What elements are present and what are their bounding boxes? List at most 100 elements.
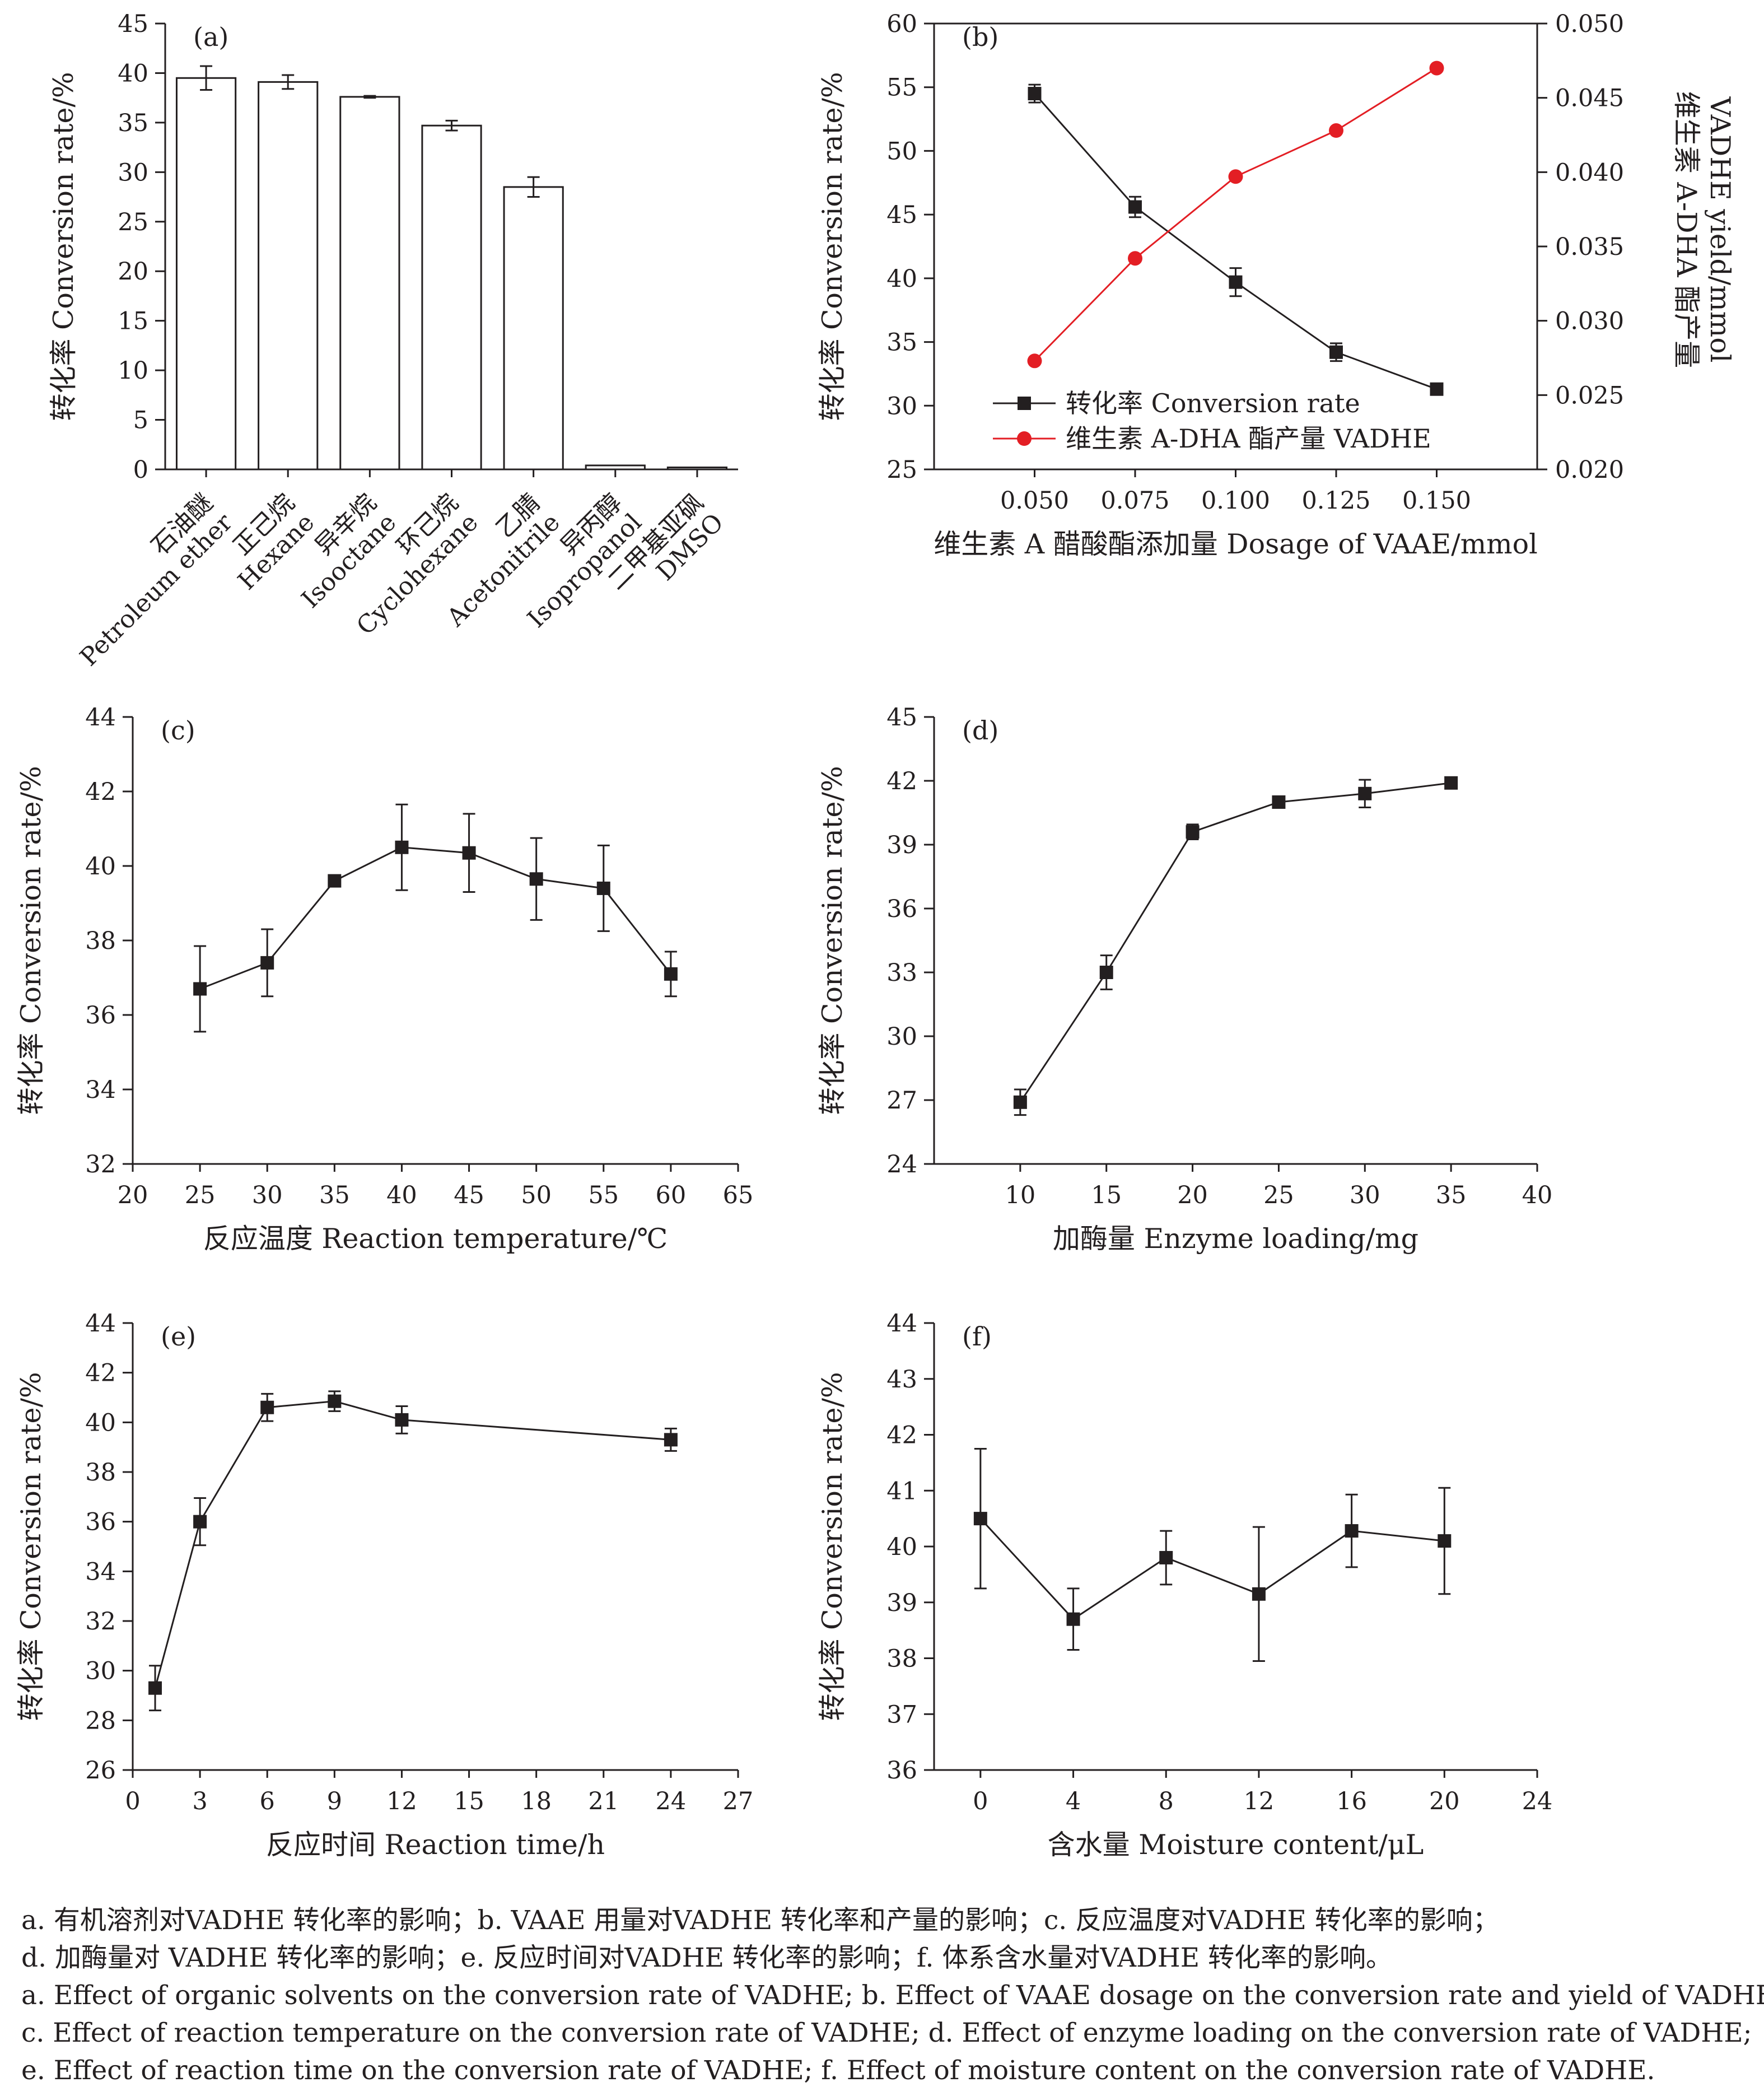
panel-f-ytick-label-left: 41 bbox=[886, 1477, 917, 1505]
panel-b-xtick-label: 0.125 bbox=[1301, 487, 1370, 515]
panel-a-ytick-label-left: 35 bbox=[118, 109, 148, 137]
panel-c-ylabel: 转化率 Conversion rate/% bbox=[15, 766, 47, 1115]
panel-b-ytick-label-left: 45 bbox=[886, 201, 917, 229]
panel-a-ytick-label-left: 0 bbox=[133, 456, 148, 484]
caption-line-3: a. Effect of organic solvents on the con… bbox=[21, 1980, 1764, 2011]
panel-c-xlabel: 反应温度 Reaction temperature/℃ bbox=[203, 1223, 668, 1255]
panel-c-point-square bbox=[596, 881, 610, 895]
panel-e-xtick-label: 21 bbox=[588, 1787, 619, 1815]
chart-f: 36 37 38 39 40 41 42 43 44 0 4 8 12 16 20 24 含水量 Moistur… bbox=[816, 1310, 1552, 1861]
panel-b-point-square bbox=[1229, 275, 1243, 289]
panel-b-xtick-label: 0.050 bbox=[1000, 487, 1069, 515]
panel-c-ytick-label-left: 38 bbox=[85, 927, 116, 955]
panel-e-point-square bbox=[260, 1400, 274, 1414]
panel-b-legend-label: 维生素 A-DHA 酯产量 VADHE bbox=[1066, 423, 1431, 454]
panel-e-point-square bbox=[328, 1394, 342, 1408]
panel-d-xtick-label: 35 bbox=[1436, 1181, 1467, 1209]
panel-b-ytick-label-right: 0.045 bbox=[1555, 85, 1624, 113]
panel-b-point-square bbox=[1329, 345, 1343, 359]
panel-f-point-square bbox=[1066, 1612, 1080, 1626]
panel-c-xtick-label: 50 bbox=[521, 1181, 552, 1209]
figure-caption: a. 有机溶剂对VADHE 转化率的影响；b. VAAE 用量对VADHE 转化… bbox=[21, 1902, 1764, 2089]
panel-d-ytick-label-left: 42 bbox=[886, 767, 917, 795]
panel-a-ytick-label-left: 40 bbox=[118, 59, 148, 87]
panel-b-ytick-label-right: 0.020 bbox=[1555, 456, 1624, 484]
panel-a-bar bbox=[585, 464, 646, 471]
panel-b-ytick-label-left: 25 bbox=[886, 456, 917, 484]
panel-f-ytick-label-left: 43 bbox=[886, 1366, 917, 1394]
panel-b-ytick-label-left: 30 bbox=[886, 392, 917, 420]
panel-f-xtick-label: 4 bbox=[1066, 1787, 1081, 1815]
panel-c-point-square bbox=[395, 840, 409, 854]
panel-e-xtick-label: 12 bbox=[386, 1787, 417, 1815]
panel-d-point-square bbox=[1272, 795, 1286, 809]
panel-f-ytick-label-left: 44 bbox=[886, 1310, 917, 1338]
panel-b-point-circle bbox=[1027, 353, 1042, 369]
panel-e-point-square bbox=[193, 1515, 207, 1529]
panel-b-point-square bbox=[1430, 382, 1444, 396]
panel-a-ytick-label-left: 15 bbox=[118, 308, 148, 336]
panel-a-ylabel: 转化率 Conversion rate/% bbox=[48, 72, 80, 421]
panel-b-ytick-label-right: 0.040 bbox=[1555, 159, 1624, 187]
panel-b-legend-label: 转化率 Conversion rate bbox=[1066, 388, 1360, 418]
panel-b-point-square bbox=[1128, 200, 1142, 214]
panel-e-xtick-label: 3 bbox=[192, 1787, 207, 1815]
caption-line-4: c. Effect of reaction temperature on the… bbox=[21, 2018, 1752, 2048]
panel-b-ytick-label-right: 0.035 bbox=[1555, 233, 1624, 261]
panel-e-ytick-label-left: 44 bbox=[85, 1310, 116, 1338]
panel-c-ytick-label-left: 42 bbox=[85, 778, 116, 806]
panel-c-series-line bbox=[199, 846, 672, 990]
panel-f-ytick-label-left: 36 bbox=[886, 1757, 917, 1785]
panel-a-bar bbox=[503, 186, 564, 471]
panel-e-series-line bbox=[154, 1400, 671, 1689]
panel-d-xtick-label: 25 bbox=[1263, 1181, 1294, 1209]
panel-b-xtick-label: 0.150 bbox=[1402, 487, 1471, 515]
panel-c-ytick-label-left: 34 bbox=[85, 1076, 116, 1104]
panel-d-panel-label: (d) bbox=[962, 715, 998, 746]
panel-a-ytick-label-left: 5 bbox=[133, 407, 148, 435]
panel-e-ytick-label-left: 36 bbox=[85, 1508, 116, 1536]
panel-f-point-square bbox=[1438, 1534, 1452, 1548]
panel-f-xtick-label: 0 bbox=[973, 1787, 988, 1815]
panel-c-point-square bbox=[193, 982, 207, 996]
panel-b-xtick-label: 0.075 bbox=[1100, 487, 1169, 515]
panel-d-xtick-label: 40 bbox=[1522, 1181, 1553, 1209]
panel-f-ytick-label-left: 40 bbox=[886, 1533, 917, 1561]
chart-a: 0 5 10 15 20 25 30 35 40 45 (a) 转化率 Conversion rate… bbox=[48, 10, 738, 672]
panel-f-ylabel: 转化率 Conversion rate/% bbox=[816, 1372, 848, 1721]
panel-e-panel-label: (e) bbox=[161, 1321, 196, 1352]
panel-e-xtick-label: 15 bbox=[454, 1787, 484, 1815]
panel-e-xlabel: 反应时间 Reaction time/h bbox=[266, 1829, 605, 1861]
panel-a-category-label: 正己烷Hexane bbox=[213, 488, 320, 596]
panel-d-ylabel: 转化率 Conversion rate/% bbox=[816, 766, 848, 1115]
panel-b-ytick-label-left: 60 bbox=[886, 10, 917, 38]
panel-d-ytick-label-left: 30 bbox=[886, 1023, 917, 1051]
panel-d-xtick-label: 15 bbox=[1091, 1181, 1122, 1209]
panel-d-ytick-label-left: 24 bbox=[886, 1151, 917, 1179]
panel-e-xtick-label: 6 bbox=[260, 1787, 275, 1815]
panel-c-xtick-label: 25 bbox=[185, 1181, 216, 1209]
panel-e-ylabel: 转化率 Conversion rate/% bbox=[15, 1372, 47, 1721]
panel-f-ytick-label-left: 42 bbox=[886, 1422, 917, 1450]
panel-b-point-circle bbox=[1128, 251, 1142, 266]
panel-f-point-square bbox=[1159, 1550, 1173, 1564]
panel-c-panel-label: (c) bbox=[161, 715, 195, 746]
panel-b-ytick-label-left: 35 bbox=[886, 329, 917, 357]
chart-d: 24 27 30 33 36 39 42 45 10 15 20 25 30 35 40 加酶量 Enzyme… bbox=[816, 704, 1552, 1255]
panel-c-ytick-label-left: 40 bbox=[85, 853, 116, 881]
panel-b-legend-marker bbox=[1018, 397, 1031, 410]
panel-a-category-label: 石油醚Petroleum ether bbox=[55, 488, 239, 672]
panel-d-ytick-label-left: 45 bbox=[886, 704, 917, 732]
panel-e-ytick-label-left: 38 bbox=[85, 1459, 116, 1487]
panel-b-point-circle bbox=[1228, 169, 1243, 184]
panel-b-ytick-label-left: 50 bbox=[886, 137, 917, 165]
panel-d-point-square bbox=[1444, 776, 1458, 790]
panel-c-point-square bbox=[529, 872, 543, 886]
panel-d-xtick-label: 10 bbox=[1005, 1181, 1035, 1209]
caption-line-1: a. 有机溶剂对VADHE 转化率的影响；b. VAAE 用量对VADHE 转化… bbox=[21, 1905, 1499, 1936]
panel-c-xtick-label: 55 bbox=[588, 1181, 619, 1209]
panel-e-xtick-label: 9 bbox=[327, 1787, 342, 1815]
panel-d-point-square bbox=[1358, 786, 1372, 800]
panel-f-ytick-label-left: 37 bbox=[886, 1701, 917, 1729]
